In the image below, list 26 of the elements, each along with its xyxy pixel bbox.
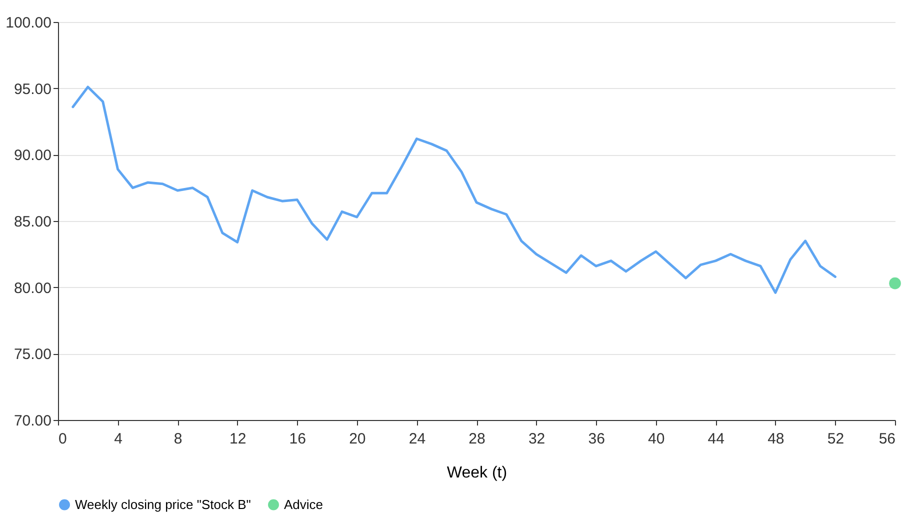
y-tick-label: 85.00 xyxy=(14,214,52,230)
x-tick-label: 48 xyxy=(768,430,784,448)
x-tick-label: 40 xyxy=(648,430,665,448)
x-tick-label: 28 xyxy=(468,430,486,448)
line-series xyxy=(72,86,836,294)
x-tick-label: 12 xyxy=(230,430,246,448)
y-tick-label: 95.00 xyxy=(14,80,52,98)
x-tick-label: 4 xyxy=(114,430,122,448)
x-tick-label: 16 xyxy=(289,430,306,448)
x-tick-label: 56 xyxy=(878,430,896,448)
y-tick-label: 90.00 xyxy=(14,147,52,164)
y-tick-label: 80.00 xyxy=(14,280,52,297)
legend-label: Weekly closing price "Stock B" xyxy=(75,496,252,512)
y-tick-label: 100.00 xyxy=(6,14,52,32)
legend-label: Advice xyxy=(284,496,324,512)
x-tick-label: 0 xyxy=(58,430,67,448)
x-tick-label: 24 xyxy=(408,430,426,448)
x-tick-label: 52 xyxy=(827,430,844,448)
x-tick-label: 36 xyxy=(588,430,605,448)
x-tick-label: 32 xyxy=(528,430,546,448)
y-tick-label: 75.00 xyxy=(14,346,52,364)
x-tick-label: 8 xyxy=(174,430,182,448)
x-axis-title: Week (t) xyxy=(446,464,508,482)
x-tick-label: 44 xyxy=(708,430,724,448)
x-tick-label: 20 xyxy=(349,430,366,448)
y-tick-label: 70.00 xyxy=(14,412,52,430)
